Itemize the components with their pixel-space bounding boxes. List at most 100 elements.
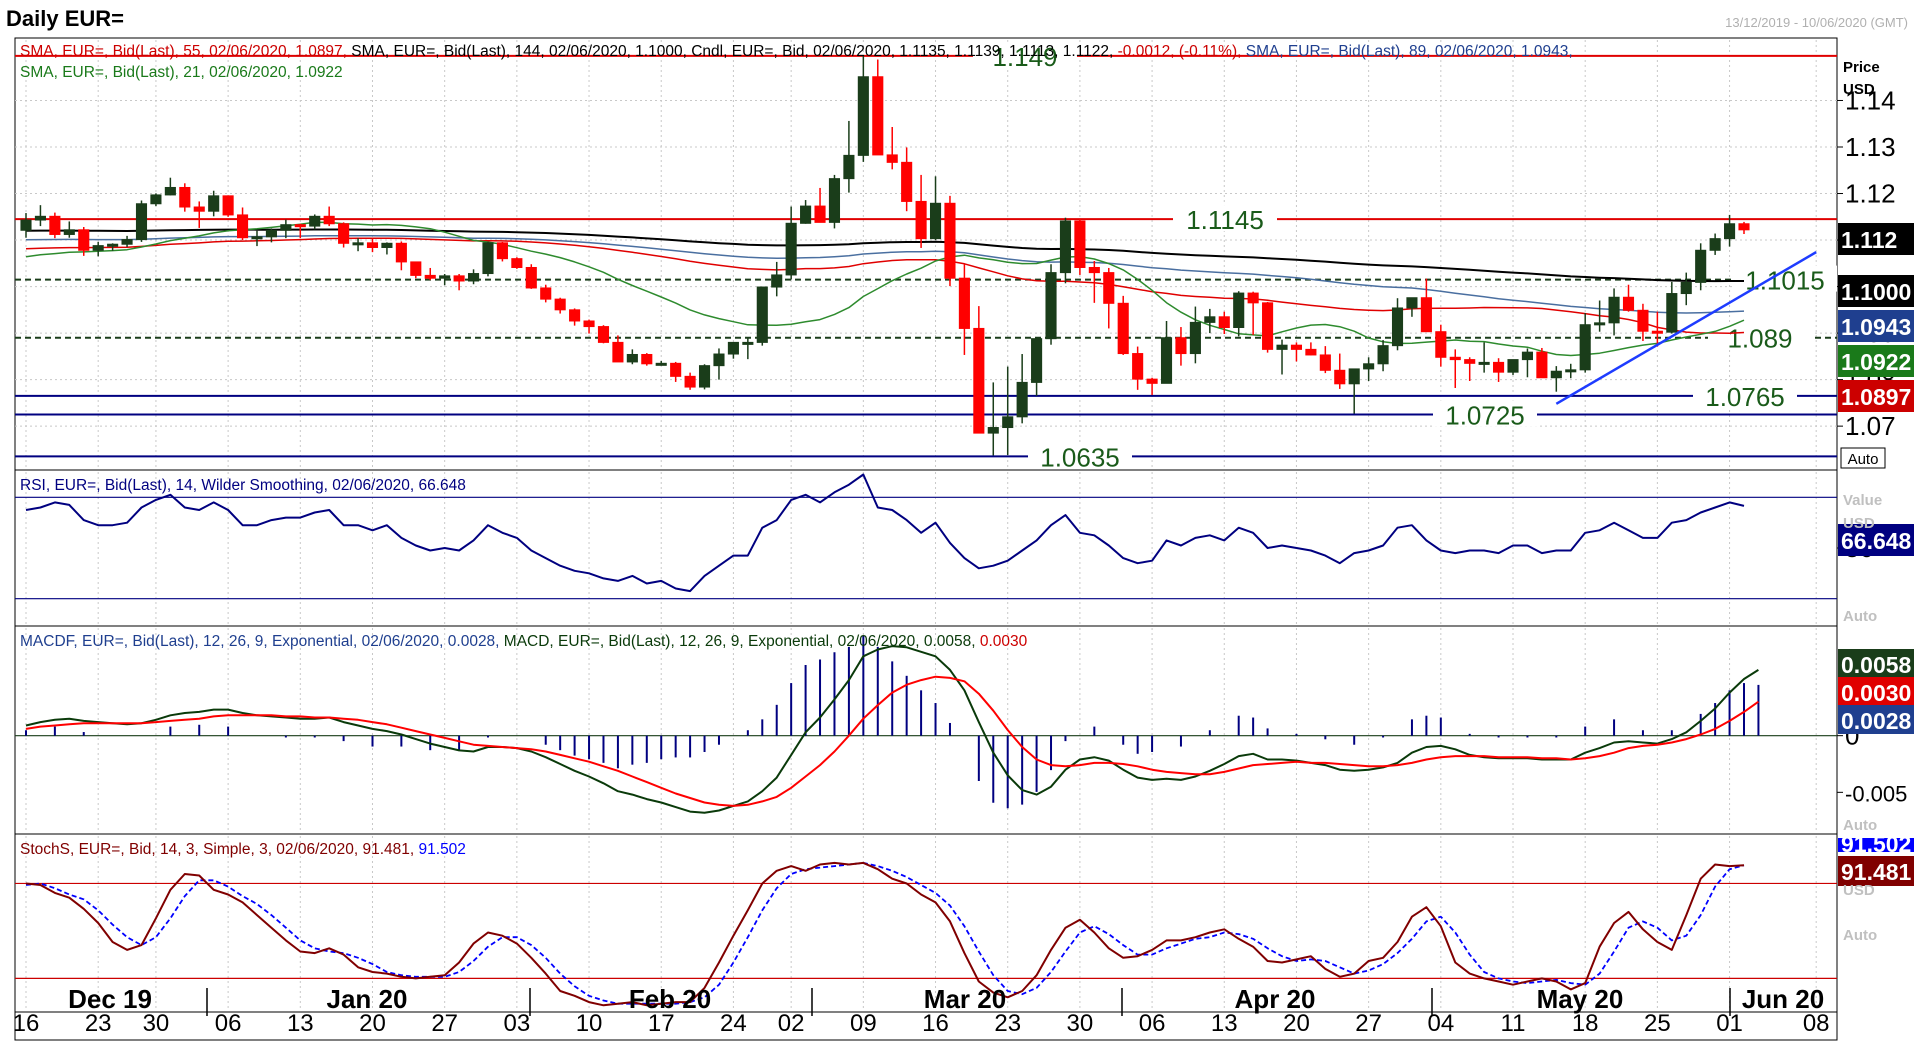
- candle-body: [222, 195, 234, 216]
- x-day-label: 10: [576, 1010, 603, 1037]
- price-tick-label: 1.13: [1845, 132, 1896, 162]
- legend-part-3: -0.0012, (-0.11%),: [1118, 43, 1246, 60]
- candle-body: [395, 242, 407, 263]
- level-label-bg: [973, 41, 1077, 68]
- price-badge-label: 1.0922: [1841, 349, 1911, 375]
- candle-body: [828, 178, 841, 223]
- candle-body: [352, 242, 364, 246]
- candle-body: [511, 258, 523, 268]
- candle-body: [467, 273, 480, 282]
- candle-body: [1074, 220, 1086, 268]
- level-label-bg: [1693, 381, 1797, 408]
- macd-badge-label: 0.0030: [1841, 680, 1911, 706]
- trendline: [1555, 251, 1817, 405]
- candle-body: [1435, 331, 1447, 358]
- candle-body: [424, 274, 436, 279]
- level-label: 1.1145: [1186, 205, 1264, 235]
- x-day-label: 03: [504, 1010, 531, 1037]
- price-badge-label: 1.0943: [1841, 314, 1911, 340]
- x-day-label: 30: [143, 1010, 170, 1037]
- price-auto-label: Auto: [1848, 451, 1879, 468]
- price-badge-label: 1.0897: [1841, 384, 1911, 410]
- legend-part-0: RSI, EUR=, Bid(Last), 14, Wilder Smoothi…: [20, 477, 466, 494]
- macd-auto-label[interactable]: Auto: [1843, 817, 1877, 834]
- candle-body: [1233, 292, 1245, 329]
- candle-body: [280, 224, 292, 231]
- candle-body: [121, 239, 133, 245]
- legend-part-4: SMA, EUR=, Bid(Last), 89, 02/06/2020, 1.…: [1246, 43, 1573, 60]
- candle-body: [1305, 348, 1317, 356]
- x-day-label: 06: [215, 1010, 242, 1037]
- candle-body: [554, 298, 566, 311]
- candle-body: [670, 362, 682, 377]
- candle-body: [612, 341, 624, 363]
- candle-body: [1348, 368, 1360, 385]
- x-day-label: 27: [1355, 1010, 1382, 1037]
- candle-body: [1059, 220, 1072, 274]
- level-label: 1.0635: [1040, 442, 1120, 472]
- candle-body: [482, 242, 494, 275]
- x-day-label: 09: [850, 1010, 877, 1037]
- month-label: May 20: [1537, 984, 1624, 1014]
- candle-body: [540, 287, 552, 300]
- candle-body: [1579, 324, 1591, 371]
- legend-part-1: 91.502: [419, 841, 466, 858]
- stoch-d-badge: [1838, 838, 1914, 852]
- price-badge: [1838, 345, 1914, 377]
- level-label-bg: [1173, 205, 1277, 232]
- legend-part-2: 0.0030: [980, 633, 1028, 650]
- candle-body: [1651, 330, 1663, 334]
- candle-body: [1666, 293, 1678, 333]
- legend-part-0: SMA, EUR=, Bid(Last), 55, 02/06/2020, 1.…: [20, 43, 351, 60]
- candle-body: [208, 195, 220, 212]
- chart-title: Daily EUR=: [6, 6, 124, 31]
- x-day-label: 13: [287, 1010, 314, 1037]
- x-day-label: 11: [1501, 1010, 1526, 1037]
- stoch-auto-label[interactable]: Auto: [1843, 927, 1877, 944]
- candle-body: [1175, 337, 1187, 355]
- macd-legend: MACDF, EUR=, Bid(Last), 12, 26, 9, Expon…: [20, 633, 1028, 650]
- macd-badge: [1838, 649, 1914, 678]
- candle-body: [1724, 223, 1736, 240]
- x-day-label: 24: [720, 1010, 747, 1037]
- candle-body: [410, 261, 422, 276]
- month-label: Jan 20: [327, 984, 408, 1014]
- candle-body: [1016, 381, 1028, 418]
- candle-body: [265, 229, 277, 238]
- candle-body: [785, 222, 797, 276]
- x-day-label: 06: [1139, 1010, 1166, 1037]
- x-day-label: 02: [778, 1010, 805, 1037]
- candle-body: [1493, 361, 1505, 373]
- price-auto-button[interactable]: [1840, 447, 1886, 469]
- candle-body: [1276, 344, 1288, 350]
- candle-body: [164, 186, 176, 196]
- candle-body: [843, 154, 855, 180]
- level-label-bg: [1028, 442, 1132, 469]
- candle-body: [1565, 369, 1577, 373]
- candle-body: [698, 365, 711, 388]
- level-label: 1.089: [1727, 324, 1792, 354]
- stoch-d-line: [25, 862, 1745, 1005]
- rsi-auto-label[interactable]: Auto: [1843, 608, 1877, 625]
- macd-line: [25, 645, 1759, 814]
- candle-body: [987, 427, 999, 434]
- candle-body: [1507, 359, 1519, 373]
- legend-part-1: SMA, EUR=, Bid(Last), 144, 02/06/2020, 1…: [351, 43, 691, 60]
- x-day-label: 17: [648, 1010, 675, 1037]
- candle-body: [150, 194, 162, 205]
- candle-body: [20, 219, 32, 231]
- x-day-label: 20: [1283, 1010, 1310, 1037]
- level-label: 1.0765: [1705, 382, 1785, 412]
- stoch-legend: StochS, EUR=, Bid, 14, 3, Simple, 3, 02/…: [20, 841, 466, 858]
- candle-body: [655, 362, 667, 366]
- candle-body: [901, 161, 913, 202]
- rsi-value-unit: USD: [1843, 515, 1875, 532]
- candle-body: [1594, 322, 1606, 326]
- month-label: Feb 20: [629, 984, 711, 1014]
- candle-body: [727, 341, 739, 355]
- x-day-label: 23: [994, 1010, 1021, 1037]
- price-badge: [1838, 223, 1914, 255]
- price-tick-label: 1.12: [1845, 179, 1896, 209]
- candle-body: [1045, 272, 1057, 340]
- candle-body: [78, 229, 90, 251]
